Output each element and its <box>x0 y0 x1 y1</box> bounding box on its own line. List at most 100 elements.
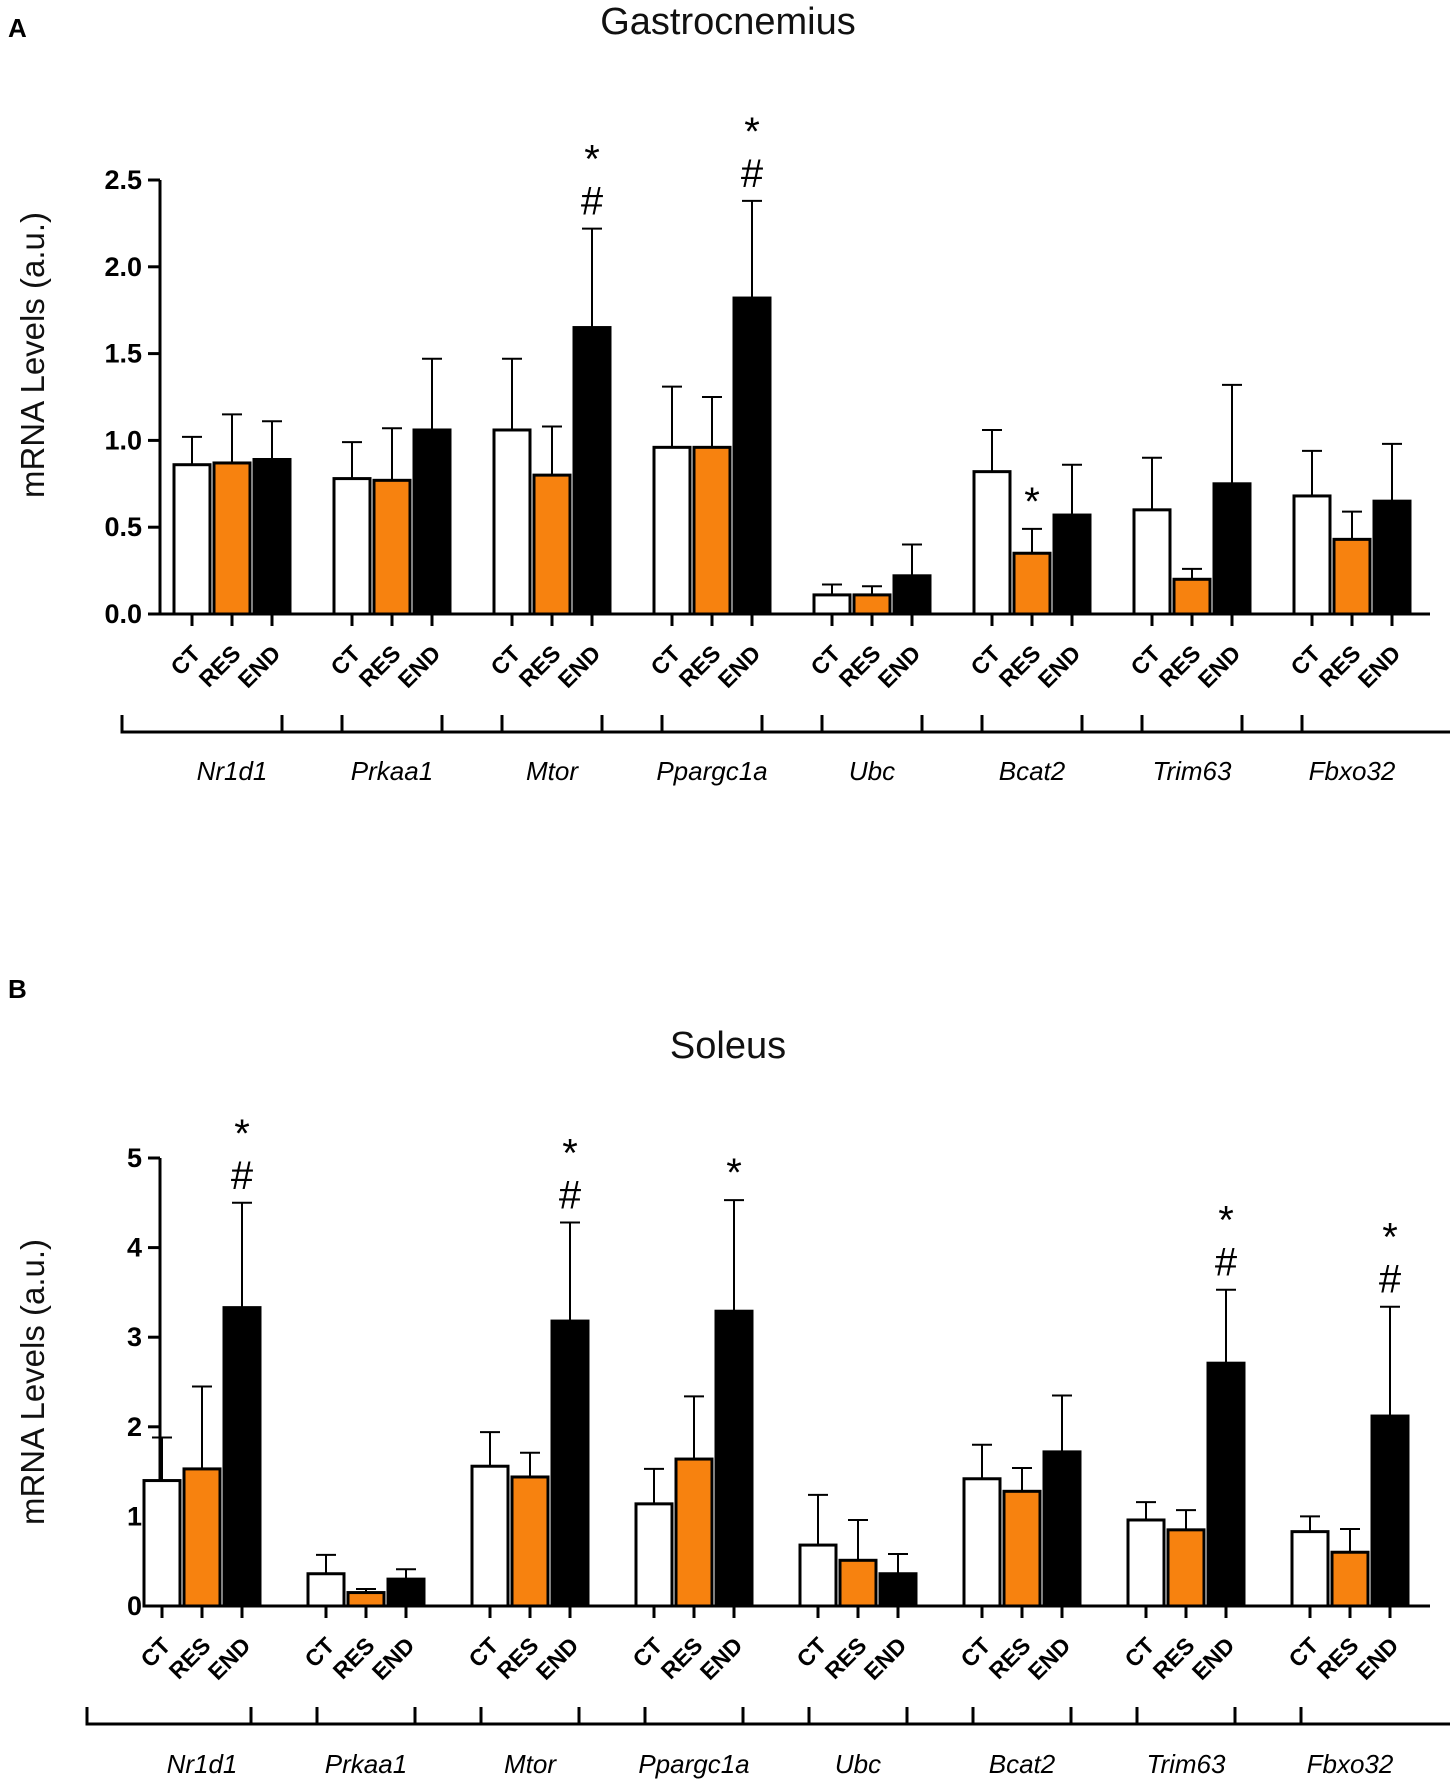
significance-hash: # <box>231 1154 254 1198</box>
x-tick-label: END <box>367 1632 420 1685</box>
group-bracket <box>1080 715 1304 734</box>
x-tick-label: RES <box>994 640 1046 692</box>
x-tick-label: END <box>233 640 286 693</box>
bar-ct <box>962 1477 1002 1608</box>
bar-res <box>1330 1550 1370 1608</box>
x-tick-label: RES <box>656 1632 708 1684</box>
bar-res <box>372 478 412 616</box>
group-bracket <box>120 715 344 734</box>
x-tick-label: END <box>531 1632 584 1685</box>
bar-ct <box>306 1572 346 1608</box>
y-tick-label: 1.5 <box>104 339 142 369</box>
bar-end <box>1372 499 1412 616</box>
bar-res <box>212 461 252 616</box>
bar-res <box>346 1591 386 1608</box>
y-tick-label: 2.5 <box>104 165 142 195</box>
x-tick-label: RES <box>1314 640 1366 692</box>
bar-res <box>838 1558 878 1608</box>
group-bracket <box>413 1707 647 1726</box>
gene-label: Fbxo32 <box>1309 756 1396 786</box>
bar-res <box>532 473 572 616</box>
x-tick-label: RES <box>820 1632 872 1684</box>
bar-end <box>550 1319 590 1608</box>
bar-end <box>1042 1450 1082 1608</box>
bar-ct <box>470 1464 510 1608</box>
y-tick-label: 4 <box>127 1233 142 1263</box>
gene-label: Fbxo32 <box>1307 1749 1394 1779</box>
significance-hash: # <box>1215 1241 1238 1285</box>
group-bracket <box>920 715 1144 734</box>
gene-label: Mtor <box>504 1749 557 1779</box>
bar-ct <box>972 470 1012 616</box>
x-tick-label: END <box>1353 640 1406 693</box>
gene-label: Bcat2 <box>989 1749 1056 1779</box>
bar-res <box>1002 1489 1042 1608</box>
x-tick-label: RES <box>514 640 566 692</box>
gene-label: Ubc <box>835 1749 881 1779</box>
panel-b-y-axis-label: mRNA Levels (a.u.) <box>14 1239 51 1525</box>
bar-ct <box>142 1479 182 1608</box>
x-tick-label: END <box>1351 1632 1404 1685</box>
y-tick-label: 5 <box>127 1143 142 1173</box>
significance-hash: # <box>559 1174 582 1218</box>
x-tick-label: RES <box>834 640 886 692</box>
x-tick-label: END <box>873 640 926 693</box>
group-bracket <box>600 715 824 734</box>
bar-ct <box>1126 1518 1166 1608</box>
bar-ct <box>1290 1530 1330 1608</box>
bar-res <box>1166 1528 1206 1608</box>
panel-a-title: Gastrocnemius <box>600 1 856 43</box>
significance-star: * <box>562 1132 578 1176</box>
x-tick-label: END <box>1033 640 1086 693</box>
panel-b-chart: 012345CTRESEND#*Nr1d1CTRESENDPrkaa1CTRES… <box>85 1112 1450 1779</box>
significance-hash: # <box>581 180 604 224</box>
bar-end <box>572 326 612 616</box>
x-tick-label: RES <box>984 1632 1036 1684</box>
gene-label: Prkaa1 <box>325 1749 407 1779</box>
group-bracket <box>1240 715 1450 734</box>
bar-res <box>182 1467 222 1608</box>
bar-res <box>852 593 892 616</box>
significance-star: * <box>1218 1199 1234 1243</box>
bar-ct <box>652 445 692 616</box>
significance-star: * <box>584 138 600 182</box>
bar-end <box>386 1577 426 1608</box>
group-bracket <box>577 1707 811 1726</box>
group-bracket <box>440 715 664 734</box>
group-bracket <box>760 715 984 734</box>
bar-ct <box>492 428 532 616</box>
significance-hash: # <box>1379 1258 1402 1302</box>
bar-ct <box>798 1543 838 1608</box>
bar-end <box>732 296 772 616</box>
x-tick-label: END <box>553 640 606 693</box>
significance-hash: # <box>741 152 764 196</box>
bar-res <box>1012 551 1052 616</box>
y-tick-label: 0.5 <box>104 512 142 542</box>
group-bracket <box>1233 1707 1450 1726</box>
significance-star: * <box>1382 1216 1398 1260</box>
gene-label: Trim63 <box>1153 756 1233 786</box>
gene-label: Ppargc1a <box>656 756 767 786</box>
y-tick-label: 3 <box>127 1322 142 1352</box>
bar-end <box>1212 482 1252 616</box>
gene-label: Prkaa1 <box>351 756 433 786</box>
gene-label: Mtor <box>526 756 579 786</box>
x-tick-label: RES <box>674 640 726 692</box>
significance-star: * <box>744 110 760 154</box>
panel-a-letter: A <box>8 13 27 43</box>
x-tick-label: RES <box>1154 640 1206 692</box>
panel-a-y-axis-label: mRNA Levels (a.u.) <box>14 212 51 498</box>
x-tick-label: END <box>393 640 446 693</box>
bar-ct <box>332 477 372 616</box>
bar-res <box>510 1475 550 1608</box>
y-tick-label: 1.0 <box>104 425 142 455</box>
group-bracket <box>85 1707 319 1726</box>
group-bracket <box>905 1707 1139 1726</box>
panel-b-letter: B <box>8 974 27 1004</box>
significance-star: * <box>234 1112 250 1156</box>
x-tick-label: END <box>1023 1632 1076 1685</box>
y-tick-label: 0 <box>127 1591 142 1621</box>
bar-ct <box>172 463 212 616</box>
x-tick-label: END <box>203 1632 256 1685</box>
bar-end <box>714 1309 754 1608</box>
